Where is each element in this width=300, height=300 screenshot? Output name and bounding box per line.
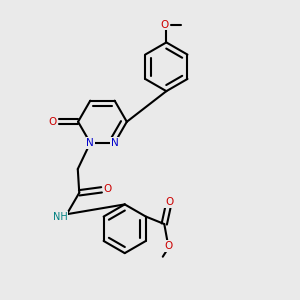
Text: N: N	[111, 138, 119, 148]
Text: O: O	[164, 241, 172, 251]
Text: O: O	[161, 20, 169, 30]
Text: O: O	[103, 184, 112, 194]
Text: N: N	[86, 138, 94, 148]
Text: NH: NH	[53, 212, 68, 222]
Text: O: O	[48, 117, 56, 127]
Text: O: O	[165, 197, 173, 207]
